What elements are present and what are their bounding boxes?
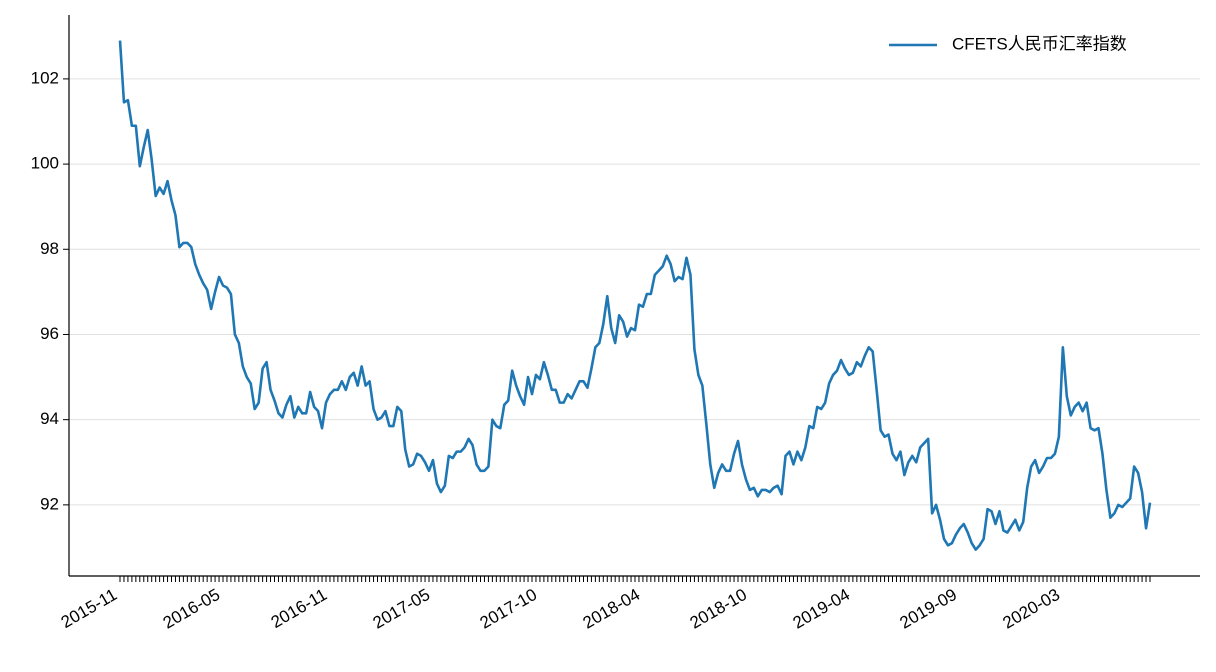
x-tick-label: 2020-03 [1000, 585, 1064, 633]
x-tick-label: 2018-04 [580, 585, 644, 633]
y-tick-label: 102 [31, 68, 59, 87]
x-tick-label: 2018-10 [687, 585, 751, 633]
x-tick-label: 2016-11 [268, 585, 330, 632]
data-line [118, 40, 1152, 551]
x-tick-label: 2019-04 [790, 585, 854, 633]
x-tick-label: 2015-11 [58, 585, 120, 632]
x-tick-label: 2019-09 [897, 585, 961, 633]
y-tick-label: 94 [40, 409, 59, 428]
y-tick-label: 96 [40, 324, 59, 343]
y-tick-label: 98 [40, 239, 59, 258]
y-tick-label: 92 [40, 494, 59, 513]
legend-label: CFETS人民币汇率指数 [952, 34, 1127, 53]
x-tick-label: 2017-10 [477, 585, 541, 633]
y-tick-label: 100 [31, 154, 59, 173]
x-tick-label: 2016-05 [160, 585, 224, 633]
x-tick-label: 2017-05 [370, 585, 434, 633]
